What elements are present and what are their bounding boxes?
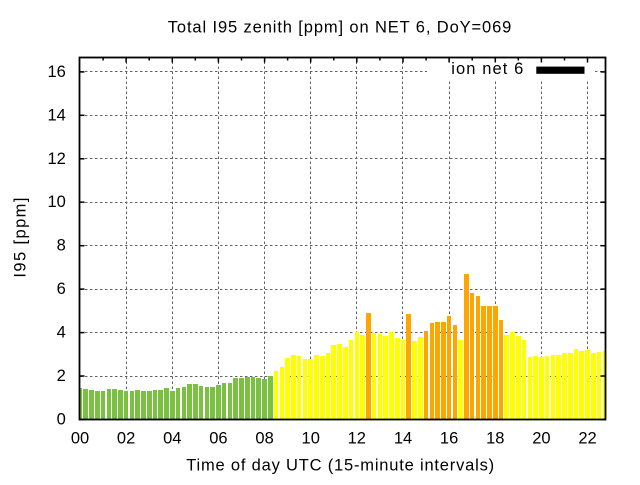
svg-text:04: 04 bbox=[163, 429, 181, 447]
svg-text:10: 10 bbox=[302, 429, 320, 447]
svg-text:12: 12 bbox=[348, 429, 366, 447]
svg-text:14: 14 bbox=[394, 429, 412, 447]
svg-text:I95 [ppm]: I95 [ppm] bbox=[12, 196, 30, 277]
svg-text:ion net 6: ion net 6 bbox=[451, 60, 524, 78]
svg-text:20: 20 bbox=[532, 429, 550, 447]
svg-text:Time of day UTC (15-minute int: Time of day UTC (15-minute intervals) bbox=[186, 456, 495, 474]
svg-text:6: 6 bbox=[57, 280, 66, 298]
svg-text:2: 2 bbox=[57, 367, 66, 385]
svg-text:22: 22 bbox=[578, 429, 596, 447]
svg-text:12: 12 bbox=[47, 150, 65, 168]
svg-text:16: 16 bbox=[440, 429, 458, 447]
svg-text:0: 0 bbox=[57, 411, 66, 429]
svg-text:18: 18 bbox=[486, 429, 504, 447]
svg-text:06: 06 bbox=[209, 429, 227, 447]
svg-text:16: 16 bbox=[47, 63, 65, 81]
svg-text:8: 8 bbox=[57, 237, 66, 255]
svg-text:4: 4 bbox=[57, 324, 66, 342]
svg-text:Total I95 zenith [ppm] on NET: Total I95 zenith [ppm] on NET 6, DoY=069 bbox=[168, 19, 512, 37]
svg-text:00: 00 bbox=[71, 429, 89, 447]
svg-text:02: 02 bbox=[117, 429, 135, 447]
svg-text:08: 08 bbox=[255, 429, 273, 447]
svg-text:14: 14 bbox=[47, 106, 65, 124]
svg-text:10: 10 bbox=[47, 193, 65, 211]
